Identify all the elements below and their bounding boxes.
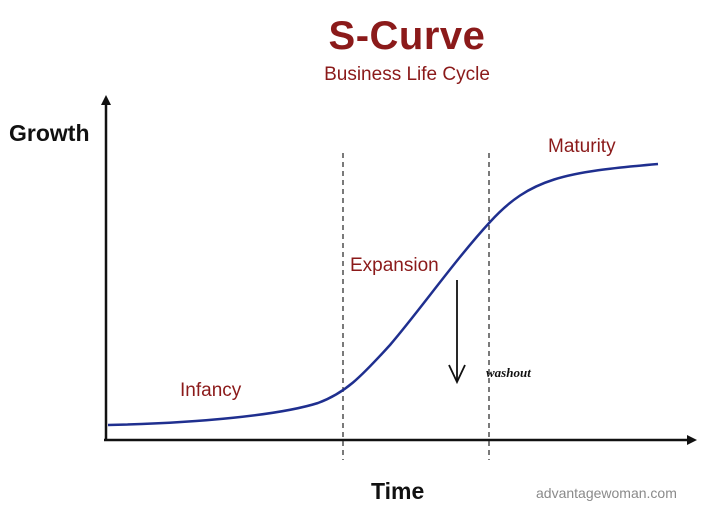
stage-label-expansion: Expansion [350, 255, 439, 276]
diagram-subtitle: Business Life Cycle [324, 64, 490, 85]
washout-label: washout [486, 365, 531, 380]
stage-label-maturity: Maturity [548, 136, 616, 157]
washout-arrow-head [448, 364, 466, 385]
credit-text: advantagewoman.com [536, 485, 677, 501]
stage-label-infancy: Infancy [180, 380, 242, 401]
x-axis-label: Time [371, 478, 425, 504]
diagram-title: S-Curve [328, 14, 486, 58]
y-axis-label: Growth [9, 120, 90, 146]
s-curve-line [107, 162, 659, 427]
